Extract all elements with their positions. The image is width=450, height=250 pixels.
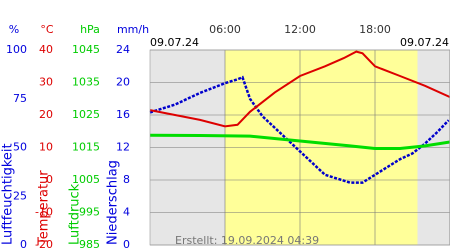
y-tick-label: 100: [6, 43, 27, 56]
axis-unit: °C: [40, 23, 54, 36]
y-tick-label: 75: [13, 92, 27, 105]
y-tick-label: 0: [20, 238, 27, 250]
y-tick-label: 40: [39, 43, 53, 56]
series-line: [149, 133, 450, 150]
y-tick-label: 4: [123, 206, 130, 219]
date-right: 09.07.24: [400, 36, 449, 49]
axis-title: Temperatur: [37, 170, 52, 246]
series-line: [149, 75, 450, 184]
axis-title: Luftdruck: [68, 183, 83, 245]
y-tick-label: 20: [116, 76, 130, 89]
y-tick-label: 20: [39, 108, 53, 121]
y-tick-label: 1035: [72, 76, 100, 89]
y-tick-label: 1015: [72, 141, 100, 154]
y-tick-label: 8: [123, 173, 130, 186]
y-tick-label: 25: [13, 189, 27, 202]
axis-unit: mm/h: [117, 23, 149, 36]
y-tick-label: 985: [79, 238, 100, 250]
y-tick-label: 12: [116, 141, 130, 154]
axis-title: Luftfeuchtigkeit: [1, 143, 16, 245]
y-tick-label: 10: [39, 141, 53, 154]
x-tick-label: 06:00: [209, 23, 241, 36]
y-tick-label: 16: [116, 108, 130, 121]
y-tick-label: 1005: [72, 173, 100, 186]
y-tick-label: 0: [123, 238, 130, 250]
y-tick-label: 50: [13, 141, 27, 154]
x-tick-label: 18:00: [359, 23, 391, 36]
y-tick-label: 24: [116, 43, 130, 56]
y-tick-label: 995: [79, 206, 100, 219]
date-left: 09.07.24: [150, 36, 199, 49]
series-line: [149, 50, 450, 128]
axis-unit: %: [9, 23, 19, 36]
y-tick-label: 30: [39, 76, 53, 89]
y-tick-label: -10: [35, 206, 53, 219]
axis-title: Niederschlag: [106, 160, 121, 245]
y-tick-label: 1045: [72, 43, 100, 56]
y-tick-label: 0: [46, 173, 53, 186]
axis-unit: hPa: [80, 23, 100, 36]
y-tick-label: -20: [35, 238, 53, 250]
y-tick-label: 1025: [72, 108, 100, 121]
x-tick-label: 12:00: [284, 23, 316, 36]
footer: Erstellt: 19.09.2024 04:39: [175, 234, 319, 247]
